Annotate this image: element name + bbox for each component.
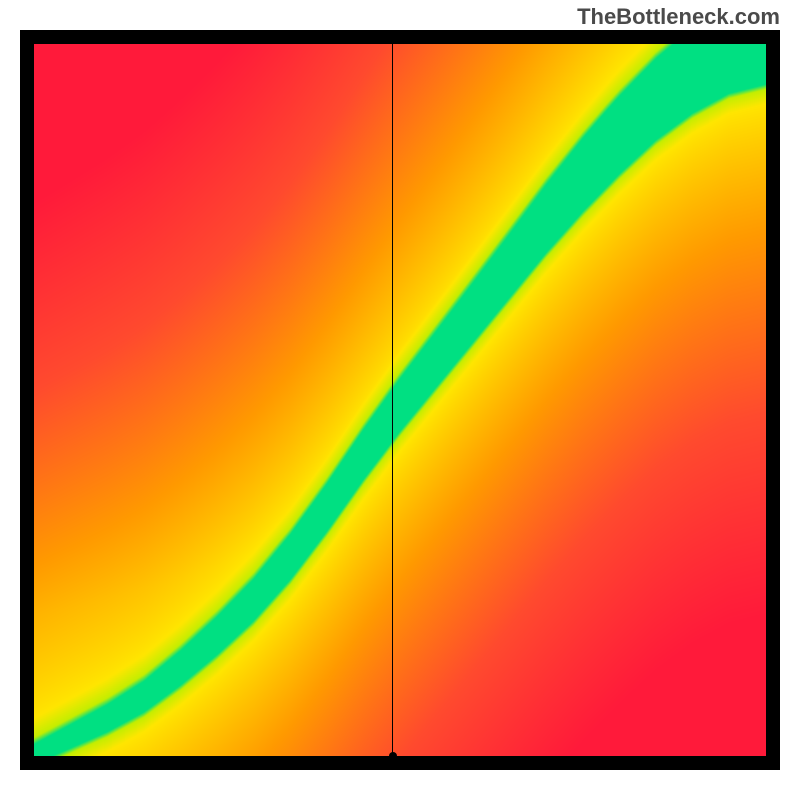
crosshair-vertical-line (392, 44, 393, 756)
chart-frame (20, 30, 780, 770)
crosshair-marker-dot (389, 752, 397, 760)
heatmap-canvas (34, 44, 766, 756)
watermark-text: TheBottleneck.com (577, 4, 780, 30)
chart-inner (34, 44, 766, 756)
